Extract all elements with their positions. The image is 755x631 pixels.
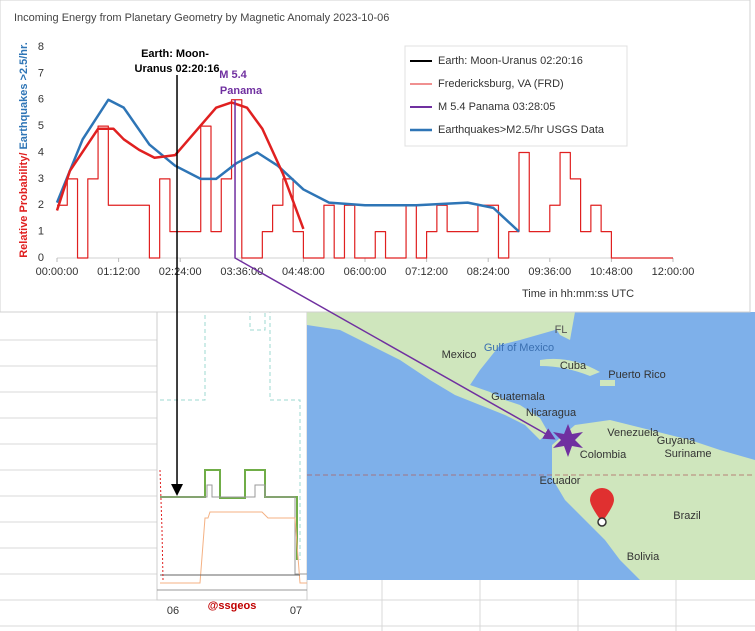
x-axis-label: Time in hh:mm:ss UTC [522, 288, 634, 300]
map-label: Bolivia [627, 551, 660, 563]
legend-label: M 5.4 Panama 03:28:05 [438, 101, 555, 113]
x-tick-label: 12:00:00 [652, 266, 695, 278]
y-axis-label: Relative Probability/ Earthquakes >2.5/h… [18, 42, 30, 258]
x-tick-label: 01:12:00 [97, 266, 140, 278]
spreadsheet [0, 339, 755, 631]
map-label: Cuba [560, 360, 587, 372]
event-annotation: Panama [220, 85, 263, 97]
x-tick-label: 03:36:00 [220, 266, 263, 278]
x-tick-label: 04:48:00 [282, 266, 325, 278]
y-tick-label: 5 [38, 120, 44, 132]
x-tick-label: 08:24:00 [467, 266, 510, 278]
legend [404, 45, 628, 147]
event-annotation: Uranus 02:20:16 [135, 63, 220, 75]
map [307, 312, 755, 580]
y-tick-label: 0 [38, 252, 44, 264]
event-annotation: Earth: Moon- [141, 48, 209, 60]
inset-chart [156, 311, 308, 601]
x-tick-label: 06:00:00 [344, 266, 387, 278]
map-label: Venezuela [607, 427, 659, 439]
series-line [55, 98, 520, 233]
event-line [234, 100, 556, 440]
legend-label: Earthquakes>M2.5/hr USGS Data [438, 124, 605, 136]
event-annotation: M 5.4 [219, 69, 247, 81]
x-tick-label: 07:12:00 [405, 266, 448, 278]
y-label-part: Relative Probability/ [18, 153, 30, 258]
x-tick-label: 00:00:00 [36, 266, 79, 278]
inset-tick: 06 [167, 605, 179, 617]
legend-label: Fredericksburg, VA (FRD) [438, 78, 564, 90]
x-tick-label: 02:24:00 [159, 266, 202, 278]
map-label: Colombia [580, 449, 627, 461]
y-tick-label: 4 [38, 146, 44, 158]
x-tick-label: 10:48:00 [590, 266, 633, 278]
inset-tick: 07 [290, 605, 302, 617]
map-label: Mexico [442, 349, 477, 361]
map-label: Suriname [664, 448, 711, 460]
map-label: Gulf of Mexico [484, 342, 554, 354]
y-tick-label: 1 [38, 226, 44, 238]
map-label: Guyana [657, 435, 696, 447]
y-tick-label: 6 [38, 94, 44, 106]
y-label-part: Earthquakes >2.5/hr. [18, 42, 30, 149]
map-label: Brazil [673, 510, 701, 522]
map-label: Guatemala [491, 391, 546, 403]
chart-title: Incoming Energy from Planetary Geometry … [14, 12, 389, 24]
map-label: Puerto Rico [608, 369, 665, 381]
map-label: Ecuador [540, 475, 581, 487]
legend-label: Earth: Moon-Uranus 02:20:16 [438, 55, 583, 67]
inset-credit: @ssgeos [208, 600, 257, 612]
y-tick-label: 2 [38, 199, 44, 211]
y-tick-label: 7 [38, 67, 44, 79]
y-tick-label: 3 [38, 173, 44, 185]
smoothed-line [55, 101, 305, 230]
x-tick-label: 09:36:00 [528, 266, 571, 278]
series-line [57, 99, 673, 259]
y-tick-label: 8 [38, 41, 44, 53]
map-label: Nicaragua [526, 407, 577, 419]
map-label: FL [555, 324, 568, 336]
